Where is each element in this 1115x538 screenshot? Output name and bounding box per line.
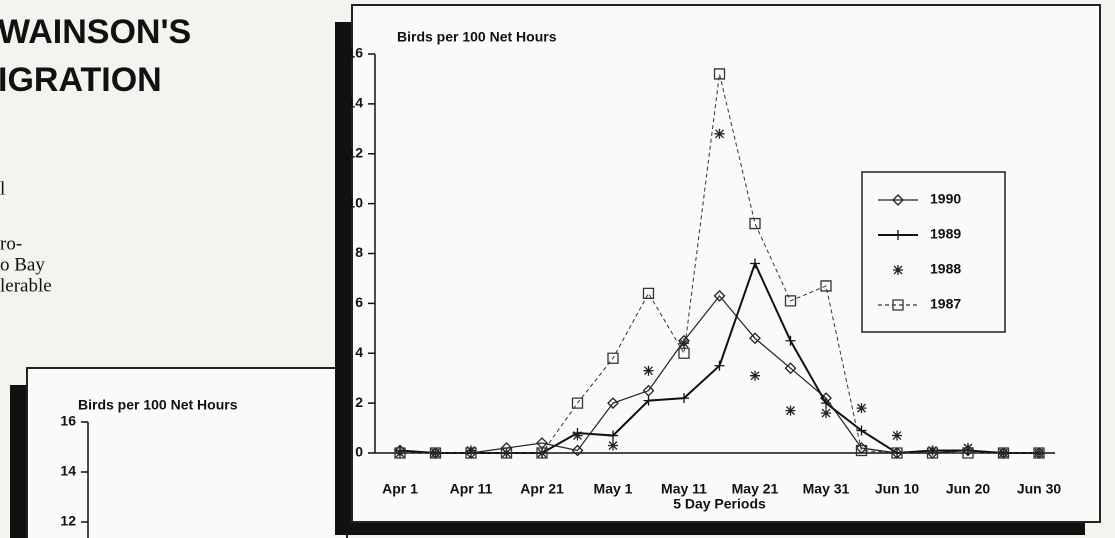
marker [750,258,760,269]
heading: IGRATION [0,61,162,99]
marker [749,217,761,230]
x-tick-label: May 1 [594,481,633,497]
marker [784,362,797,375]
x-tick-label: May 21 [732,481,779,497]
y-tick-label: 0 [355,444,363,460]
marker [607,397,619,410]
x-tick-label: May 31 [803,481,850,497]
legend-label: 1990 [930,191,961,207]
legend-label: 1989 [930,226,961,242]
marker [893,230,903,240]
marker [892,194,904,206]
marker [892,430,902,441]
marker [962,447,974,459]
marker [1033,447,1045,459]
marker [750,370,760,381]
marker [536,447,548,459]
marker [679,393,689,404]
marker [429,447,442,459]
y-tick-label: 6 [355,294,363,310]
marker [856,425,867,436]
y-tick-label: 4 [355,344,363,360]
marker [571,444,584,457]
marker [713,289,726,302]
marker [679,338,689,349]
body-text: l [0,178,5,199]
y-tick-label: 16 [347,45,363,61]
marker [821,398,831,409]
marker [856,403,867,414]
marker [855,444,868,457]
heading: WAINSON'S [0,13,191,51]
marker [713,68,726,80]
marker [642,287,655,300]
marker [643,395,654,406]
x-tick-label: Apr 1 [382,481,418,497]
marker [749,332,761,345]
marker [927,445,938,456]
y-axis-label: Birds per 100 Net Hours [397,29,557,45]
y-axis-label: Birds per 100 Net Hours [78,397,238,413]
marker [572,430,583,441]
marker [893,265,903,275]
x-tick-label: Apr 21 [520,481,564,497]
y-tick-label: 14 [347,95,363,111]
y-tick-label: 14 [60,463,76,479]
marker [608,430,618,441]
y-tick-label: 12 [60,513,76,529]
marker [714,128,725,139]
marker [465,447,477,459]
x-tick-label: Jun 20 [946,481,991,497]
marker [1034,448,1044,458]
marker [607,352,619,364]
marker [785,335,796,346]
y-tick-label: 12 [347,144,363,160]
body-text: o Bay [0,254,45,275]
marker [608,440,618,451]
marker [820,280,832,292]
marker [997,447,1010,459]
marker [571,397,584,409]
body-text: lerable [0,275,52,296]
x-tick-label: Jun 30 [1017,481,1062,497]
marker [785,405,796,416]
marker [394,447,406,459]
marker [892,299,904,311]
y-tick-label: 10 [347,194,363,210]
marker [466,445,476,456]
y-tick-label: 16 [60,413,76,429]
x-tick-label: Apr 11 [450,481,493,497]
marker [855,442,868,454]
x-tick-label: May 11 [661,481,707,497]
marker [998,448,1009,458]
y-tick-label: 2 [355,394,363,410]
x-axis-label: 5 Day Periods [673,496,766,512]
marker [714,360,725,371]
series-line [400,73,1039,454]
x-tick-label: Jun 10 [875,481,920,497]
y-tick-label: 8 [355,244,363,260]
marker [891,447,903,459]
marker [500,447,513,459]
marker [821,408,831,419]
marker [678,347,690,359]
marker [784,295,797,307]
inset-frame [26,367,348,538]
marker [643,365,654,376]
legend-label: 1988 [930,261,961,277]
marker [926,447,939,459]
legend-label: 1987 [930,296,961,312]
body-text: ro- [0,233,22,254]
